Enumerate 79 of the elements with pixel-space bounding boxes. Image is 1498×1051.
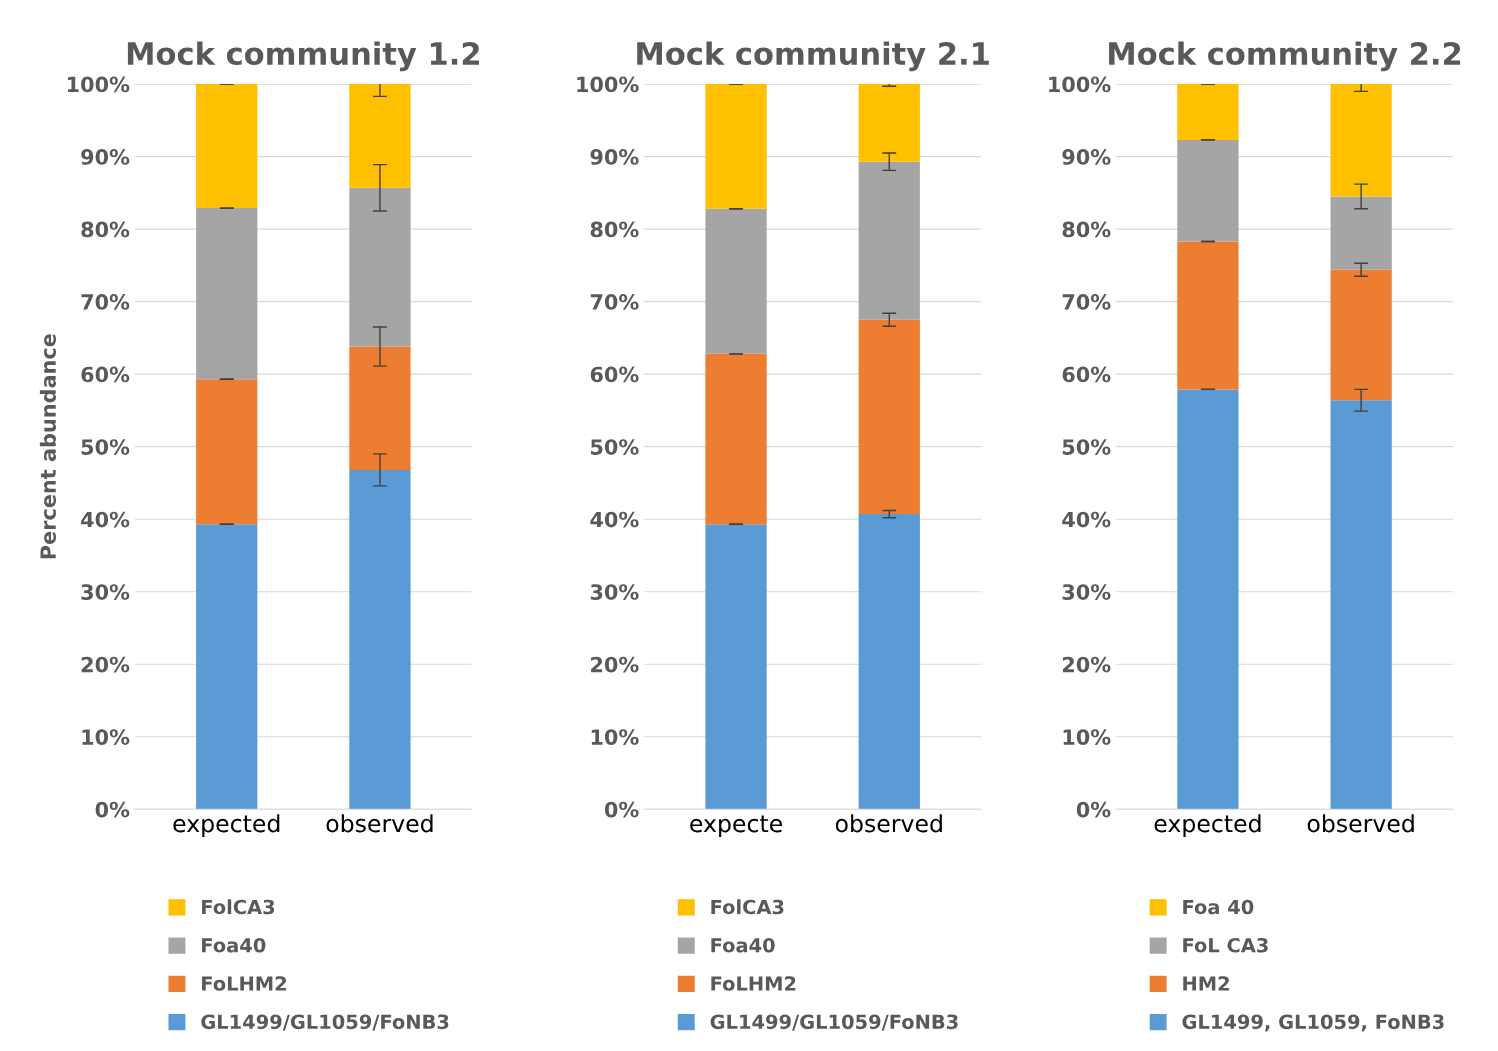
bar	[705, 208, 767, 354]
chart-title: Mock community 1.2	[127, 41, 479, 72]
legend-label: GL1499/GL1059/FoNB3	[201, 1014, 449, 1031]
bar	[705, 84, 767, 209]
y-tick-label: 70%	[1062, 294, 1111, 310]
bar	[196, 208, 258, 380]
legend-label: FoL CA3	[1183, 937, 1268, 953]
y-tick-label: 100%	[577, 76, 639, 93]
y-tick-label: 50%	[591, 439, 639, 455]
bar	[858, 319, 920, 515]
legend-label: HM2	[1183, 976, 1229, 991]
chart-title: Mock community 2.1	[637, 41, 989, 72]
bar	[858, 84, 920, 162]
y-tick-label: 10%	[1063, 729, 1111, 745]
y-tick-label: 10%	[82, 729, 130, 745]
bar	[1330, 269, 1392, 401]
legend-label: Foa 40	[1183, 899, 1254, 915]
bar	[858, 514, 920, 810]
y-tick-label: 60%	[590, 366, 639, 383]
y-tick-label: 70%	[590, 294, 639, 310]
y-tick-label: 0%	[1076, 801, 1111, 818]
y-tick-label: 30%	[81, 584, 130, 600]
bar	[196, 379, 258, 525]
bar	[1177, 139, 1239, 242]
legend-label: FolCA3	[711, 899, 784, 915]
y-tick-label: 100%	[1049, 76, 1111, 93]
bar	[196, 524, 258, 810]
y-tick-label: 0%	[95, 801, 130, 818]
y-tick-label: 80%	[1062, 221, 1111, 238]
x-tick-label: expected	[173, 814, 280, 837]
legend-label: GL1499/GL1059/FoNB3	[710, 1014, 958, 1031]
legend-label: Foa40	[202, 937, 266, 953]
y-tick-label: 60%	[81, 366, 130, 383]
legend-label: FoLHM2	[202, 976, 286, 991]
y-tick-label: 100%	[67, 76, 130, 93]
bar	[1330, 400, 1392, 810]
x-tick-label: observed	[835, 814, 942, 833]
bar	[349, 469, 411, 810]
y-tick-label: 20%	[81, 656, 130, 673]
bar	[1330, 84, 1392, 197]
x-tick-label: expected	[1154, 814, 1261, 837]
y-tick-label: 20%	[1062, 656, 1111, 673]
y-tick-label: 80%	[81, 221, 130, 238]
y-tick-label: 60%	[1062, 366, 1111, 383]
bar	[1177, 84, 1239, 140]
y-tick-label: 50%	[1062, 439, 1111, 455]
x-tick-label: observed	[326, 814, 433, 833]
bar	[1177, 389, 1239, 810]
y-tick-label: 20%	[591, 656, 639, 673]
legend-label: FolCA3	[202, 899, 275, 915]
y-tick-label: 30%	[1062, 584, 1111, 600]
y-tick-label: 40%	[81, 511, 130, 528]
y-tick-label: 90%	[81, 149, 130, 165]
y-tick-label: 70%	[81, 294, 130, 310]
legend-label: FoLHM2	[711, 976, 796, 991]
legend-label: Foa40	[711, 937, 775, 953]
bar	[858, 161, 920, 320]
y-tick-label: 10%	[591, 729, 639, 745]
bar	[349, 346, 411, 470]
y-tick-label: 0%	[604, 801, 639, 818]
legend-label: GL1499, GL1059, FoNB3	[1182, 1014, 1444, 1032]
y-tick-label: 40%	[1062, 511, 1111, 528]
bar	[705, 353, 767, 525]
y-axis-title: Percent abundance	[39, 334, 56, 559]
y-tick-label: 30%	[590, 584, 639, 600]
x-tick-label: observed	[1307, 814, 1414, 833]
x-tick-label: expecte	[690, 815, 782, 837]
bar	[196, 84, 258, 209]
y-tick-label: 90%	[1062, 149, 1111, 165]
bar	[349, 187, 411, 347]
bar	[349, 84, 411, 188]
chart-title: Mock community 2.2	[1109, 41, 1461, 72]
bar	[1177, 241, 1239, 390]
bar	[1330, 196, 1392, 270]
y-tick-label: 40%	[590, 511, 639, 528]
bar	[705, 524, 767, 810]
y-tick-label: 90%	[590, 149, 639, 165]
y-tick-label: 80%	[590, 221, 639, 238]
y-tick-label: 50%	[81, 439, 130, 455]
